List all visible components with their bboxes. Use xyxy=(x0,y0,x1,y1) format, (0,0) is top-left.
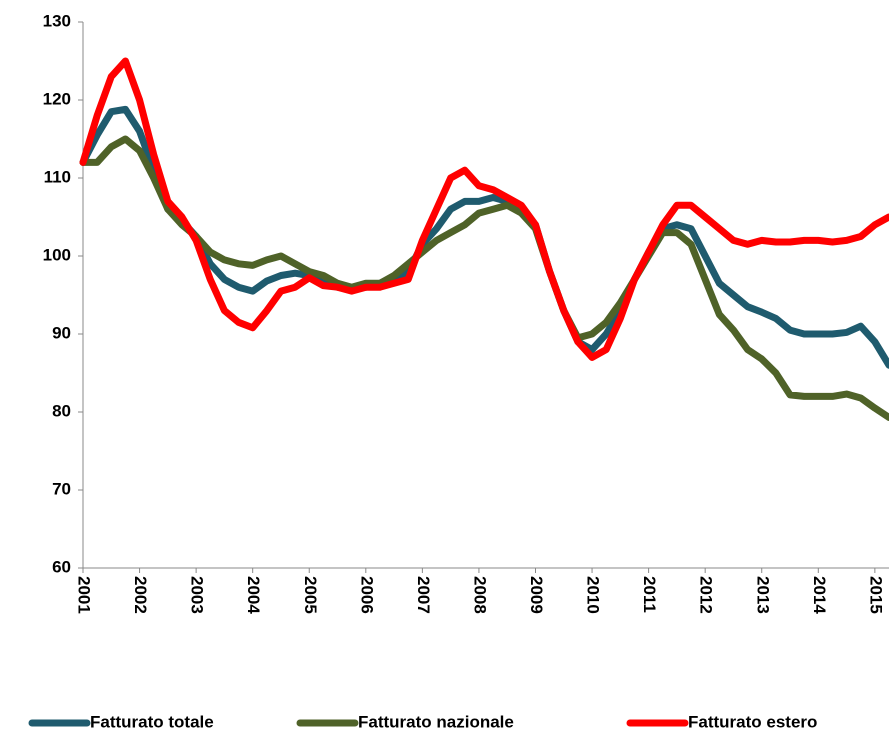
y-tick-label: 70 xyxy=(52,479,71,498)
y-tick-label: 130 xyxy=(43,11,71,30)
legend-label: Fatturato totale xyxy=(90,712,214,731)
x-tick-label: 2005 xyxy=(301,576,320,614)
x-tick-label: 2009 xyxy=(527,576,546,614)
x-tick-label: 2008 xyxy=(470,576,489,614)
legend-label: Fatturato nazionale xyxy=(358,712,514,731)
x-tick-label: 2015 xyxy=(866,576,885,614)
x-tick-label: 2003 xyxy=(188,576,207,614)
y-tick-label: 100 xyxy=(43,245,71,264)
x-tick-label: 2011 xyxy=(640,576,659,613)
y-tick-label: 90 xyxy=(52,323,71,342)
y-tick-label: 110 xyxy=(44,167,71,186)
x-tick-label: 2007 xyxy=(414,576,433,614)
x-tick-label: 2012 xyxy=(697,576,716,614)
series-line xyxy=(79,57,889,361)
x-tick-label: 2004 xyxy=(244,576,263,614)
x-tick-label: 2002 xyxy=(131,576,150,614)
y-tick-label: 120 xyxy=(43,89,71,108)
x-tick-label: 2006 xyxy=(357,576,376,614)
x-tick-label: 2001 xyxy=(75,576,94,614)
series-line xyxy=(79,135,889,421)
legend-label: Fatturato estero xyxy=(688,712,817,731)
x-tick-label: 2013 xyxy=(753,576,772,614)
y-tick-label: 60 xyxy=(52,557,71,576)
x-tick-label: 2010 xyxy=(584,576,603,614)
x-tick-label: 2014 xyxy=(810,576,829,614)
series-line xyxy=(79,105,889,369)
y-tick-label: 80 xyxy=(52,401,71,420)
